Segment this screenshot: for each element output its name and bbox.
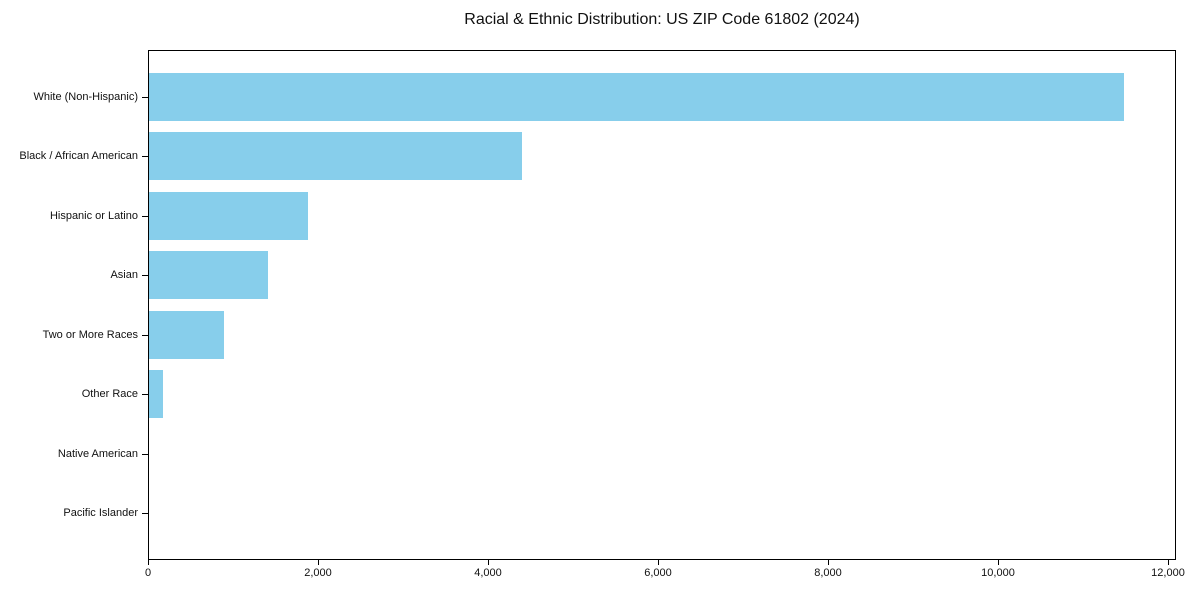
- bar-black-african-american: [149, 132, 522, 181]
- x-axis-tick: [318, 560, 319, 565]
- plot-area: [148, 50, 1176, 560]
- chart-title: Racial & Ethnic Distribution: US ZIP Cod…: [464, 11, 860, 28]
- x-axis-tick-label: 8,000: [814, 567, 842, 579]
- y-axis-tick: [142, 394, 148, 396]
- y-axis-tick: [142, 156, 148, 158]
- x-axis-tick: [828, 560, 829, 565]
- x-axis-tick: [1168, 560, 1169, 565]
- y-axis-tick: [142, 96, 148, 98]
- x-axis-tick: [998, 560, 999, 565]
- x-axis-tick: [148, 560, 149, 565]
- bar-other-race: [149, 370, 163, 419]
- bar-asian: [149, 251, 268, 300]
- y-axis-tick: [142, 513, 148, 515]
- y-axis-label-native-american: Native American: [57, 447, 138, 460]
- x-axis-tick-label: 10,000: [981, 567, 1015, 579]
- y-axis-label-pacific-islander: Pacific Islander: [63, 507, 138, 520]
- bar-two-or-more-races: [149, 310, 224, 359]
- x-axis-tick: [488, 560, 489, 565]
- bar-white-non-hispanic: [149, 72, 1124, 121]
- x-axis-tick-label: 0: [144, 567, 152, 579]
- y-axis-tick: [142, 453, 148, 455]
- y-axis-tick: [142, 215, 148, 217]
- y-axis-label-hispanic-or-latino: Hispanic or Latino: [49, 209, 138, 222]
- y-axis-tick: [142, 275, 148, 277]
- x-axis-tick: [658, 560, 659, 565]
- y-axis-label-white-non-hispanic: White (Non-Hispanic): [33, 90, 138, 103]
- x-axis-tick-label: 6,000: [644, 567, 672, 579]
- y-axis-label-two-or-more-races: Two or More Races: [42, 328, 138, 341]
- y-axis-label-other-race: Other Race: [81, 388, 138, 401]
- y-axis-label-black-african-american: Black / African American: [19, 150, 138, 163]
- y-axis-tick: [142, 334, 148, 336]
- y-axis-label-asian: Asian: [110, 269, 138, 282]
- x-axis-tick-label: 12,000: [1151, 567, 1185, 579]
- bar-hispanic-or-latino: [149, 191, 308, 240]
- x-axis-tick-label: 4,000: [474, 567, 502, 579]
- x-axis-tick-label: 2,000: [304, 567, 332, 579]
